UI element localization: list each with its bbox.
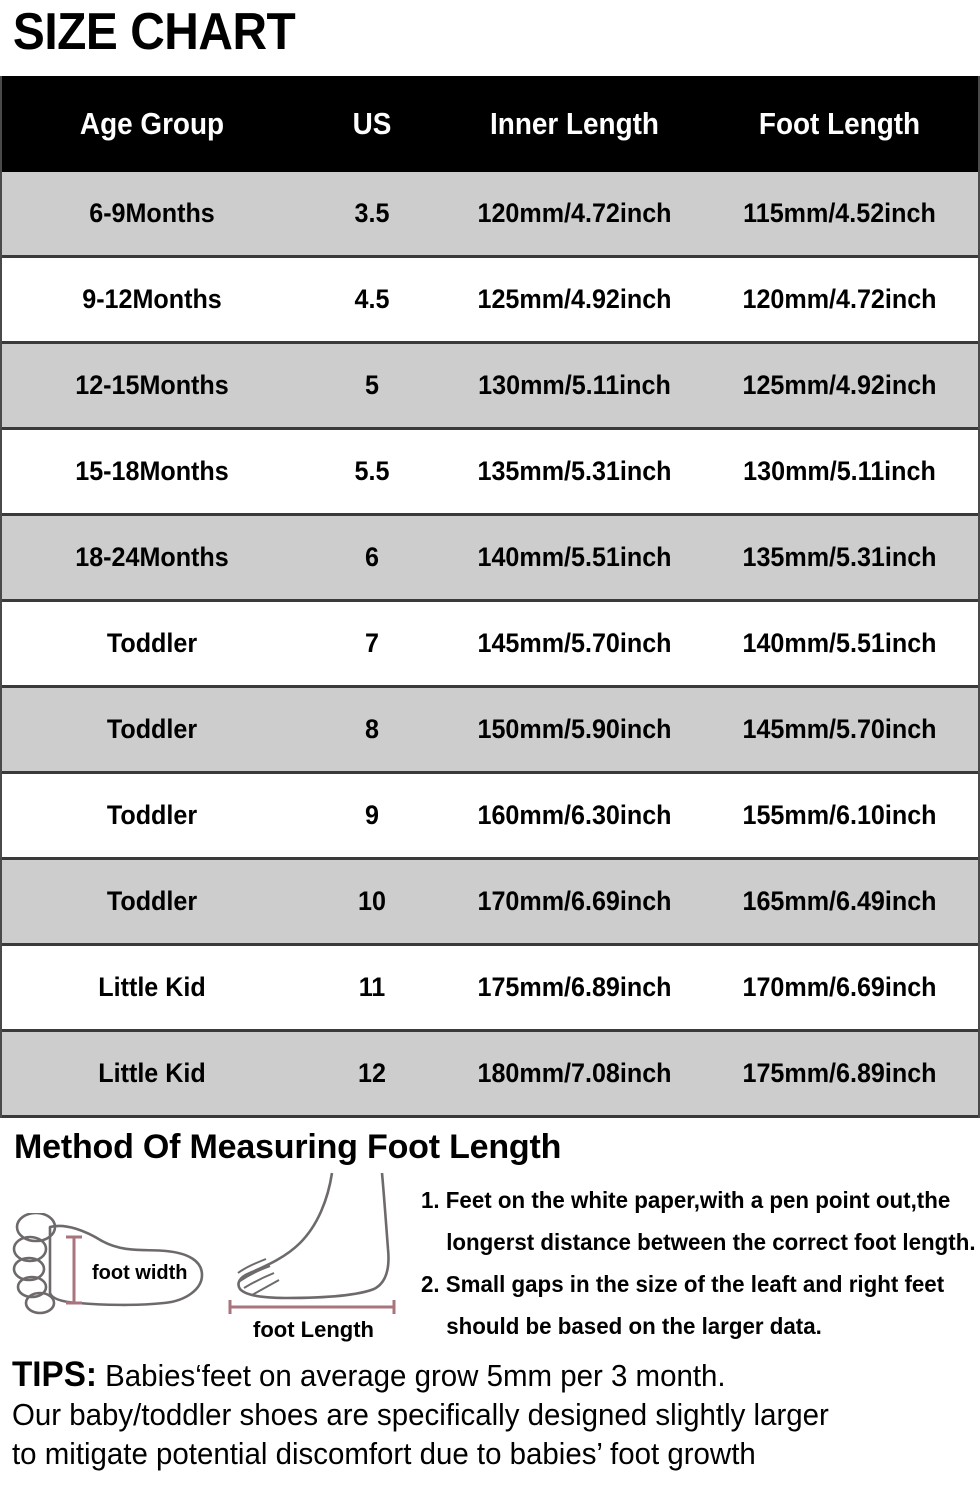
column-header-age-group: Age Group bbox=[79, 106, 225, 141]
tips-line-2: Our baby/toddler shoes are specifically … bbox=[12, 1397, 829, 1432]
foot-length-caption: foot Length bbox=[253, 1317, 374, 1342]
cell-inner-length: 150mm/5.90inch bbox=[477, 714, 672, 744]
page-title: SIZE CHART bbox=[12, 3, 296, 61]
instruction-line-2: longerst distance between the correct fo… bbox=[446, 1229, 976, 1255]
column-header-us: US bbox=[352, 106, 392, 141]
cell-us: 6 bbox=[365, 542, 379, 572]
table-header-row: Age Group US Inner Length Foot Length bbox=[2, 76, 978, 172]
cell-age-group: Toddler bbox=[106, 886, 198, 916]
cell-age-group: 12-15Months bbox=[75, 370, 229, 400]
cell-us: 10 bbox=[358, 886, 386, 916]
cell-age-group: Toddler bbox=[106, 628, 198, 658]
cell-us: 7 bbox=[365, 628, 379, 658]
cell-age-group: Toddler bbox=[106, 800, 198, 830]
cell-inner-length: 145mm/5.70inch bbox=[477, 628, 672, 658]
cell-inner-length: 130mm/5.11inch bbox=[478, 370, 671, 400]
cell-age-group: 18-24Months bbox=[75, 542, 229, 572]
cell-age-group: 9-12Months bbox=[82, 284, 222, 314]
cell-foot-length: 175mm/6.89inch bbox=[742, 1058, 937, 1088]
table-row: 6-9Months 3.5 120mm/4.72inch 115mm/4.52inch bbox=[2, 172, 978, 258]
column-header-foot-length: Foot Length bbox=[758, 106, 921, 141]
column-header-inner-length: Inner Length bbox=[490, 106, 659, 141]
cell-us: 12 bbox=[358, 1058, 386, 1088]
cell-foot-length: 135mm/5.31inch bbox=[742, 542, 937, 572]
cell-us: 5 bbox=[365, 370, 379, 400]
cell-age-group: 15-18Months bbox=[75, 456, 229, 486]
measuring-instructions: 1. Feet on the white paper,with a pen po… bbox=[411, 1169, 980, 1347]
instruction-line-1: 1. Feet on the white paper,with a pen po… bbox=[421, 1187, 951, 1213]
cell-foot-length: 120mm/4.72inch bbox=[742, 284, 937, 314]
table-row: Little Kid 11 175mm/6.89inch 170mm/6.69inch bbox=[2, 946, 978, 1032]
cell-inner-length: 160mm/6.30inch bbox=[477, 800, 672, 830]
table-row: Toddler 9 160mm/6.30inch 155mm/6.10inch bbox=[2, 774, 978, 860]
cell-inner-length: 120mm/4.72inch bbox=[477, 198, 672, 228]
cell-us: 11 bbox=[358, 972, 386, 1002]
cell-foot-length: 165mm/6.49inch bbox=[742, 886, 937, 916]
table-row: Little Kid 12 180mm/7.08inch 175mm/6.89inch bbox=[2, 1032, 978, 1118]
foot-side-view-icon bbox=[228, 1172, 396, 1314]
cell-inner-length: 170mm/6.69inch bbox=[477, 886, 672, 916]
foot-width-caption: foot width bbox=[92, 1262, 188, 1284]
cell-inner-length: 125mm/4.92inch bbox=[477, 284, 672, 314]
cell-foot-length: 170mm/6.69inch bbox=[742, 972, 937, 1002]
tips-label: TIPS: bbox=[12, 1355, 97, 1394]
cell-us: 9 bbox=[365, 800, 379, 830]
table-row: 12-15Months 5 130mm/5.11inch 125mm/4.92inch bbox=[2, 344, 978, 430]
cell-inner-length: 180mm/7.08inch bbox=[477, 1058, 672, 1088]
cell-inner-length: 175mm/6.89inch bbox=[477, 972, 672, 1002]
table-row: 9-12Months 4.5 125mm/4.92inch 120mm/4.72inc… bbox=[2, 258, 978, 344]
cell-age-group: Little Kid bbox=[98, 1058, 206, 1088]
method-heading: Method Of Measuring Foot Length bbox=[14, 1128, 562, 1166]
foot-top-view-icon: foot width bbox=[12, 1211, 204, 1315]
tips-line-3: to mitigate potential discomfort due to … bbox=[12, 1436, 756, 1471]
table-row: Toddler 8 150mm/5.90inch 145mm/5.70inch bbox=[2, 688, 978, 774]
cell-foot-length: 155mm/6.10inch bbox=[742, 800, 937, 830]
table-row: Toddler 10 170mm/6.69inch 165mm/6.49inch bbox=[2, 860, 978, 946]
method-section: foot width foot Length 1. Feet on the wh… bbox=[0, 1169, 980, 1347]
instruction-line-4: should be based on the larger data. bbox=[446, 1313, 822, 1339]
cell-foot-length: 145mm/5.70inch bbox=[742, 714, 937, 744]
tips-section: TIPS: Babies‘feet on average grow 5mm pe… bbox=[0, 1347, 980, 1473]
table-row: 15-18Months 5.5 135mm/5.31inch 130mm/5.11in… bbox=[2, 430, 978, 516]
cell-foot-length: 130mm/5.11inch bbox=[743, 456, 936, 486]
cell-us: 5.5 bbox=[354, 456, 390, 486]
cell-us: 3.5 bbox=[354, 198, 390, 228]
cell-us: 8 bbox=[365, 714, 379, 744]
cell-us: 4.5 bbox=[354, 284, 390, 314]
size-chart-table: Age Group US Inner Length Foot Length 6-… bbox=[0, 76, 980, 1118]
foot-length-diagram: foot Length bbox=[216, 1169, 411, 1343]
tips-line-1-text: Babies‘feet on average grow 5mm per 3 mo… bbox=[96, 1358, 726, 1393]
cell-foot-length: 140mm/5.51inch bbox=[742, 628, 937, 658]
cell-age-group: Toddler bbox=[106, 714, 198, 744]
cell-inner-length: 140mm/5.51inch bbox=[477, 542, 672, 572]
table-body: 6-9Months 3.5 120mm/4.72inch 115mm/4.52inch… bbox=[2, 172, 978, 1118]
table-row: 18-24Months 6 140mm/5.51inch 135mm/5.31inch bbox=[2, 516, 978, 602]
cell-foot-length: 125mm/4.92inch bbox=[742, 370, 937, 400]
cell-foot-length: 115mm/4.52inch bbox=[743, 198, 936, 228]
tips-line-1: TIPS: Babies‘feet on average grow 5mm pe… bbox=[12, 1355, 932, 1395]
foot-width-diagram: foot width bbox=[6, 1169, 216, 1323]
cell-inner-length: 135mm/5.31inch bbox=[477, 456, 672, 486]
instruction-line-3: 2. Small gaps in the size of the leaft a… bbox=[421, 1271, 945, 1297]
cell-age-group: Little Kid bbox=[98, 972, 206, 1002]
table-row: Toddler 7 145mm/5.70inch 140mm/5.51inch bbox=[2, 602, 978, 688]
cell-age-group: 6-9Months bbox=[89, 198, 215, 228]
